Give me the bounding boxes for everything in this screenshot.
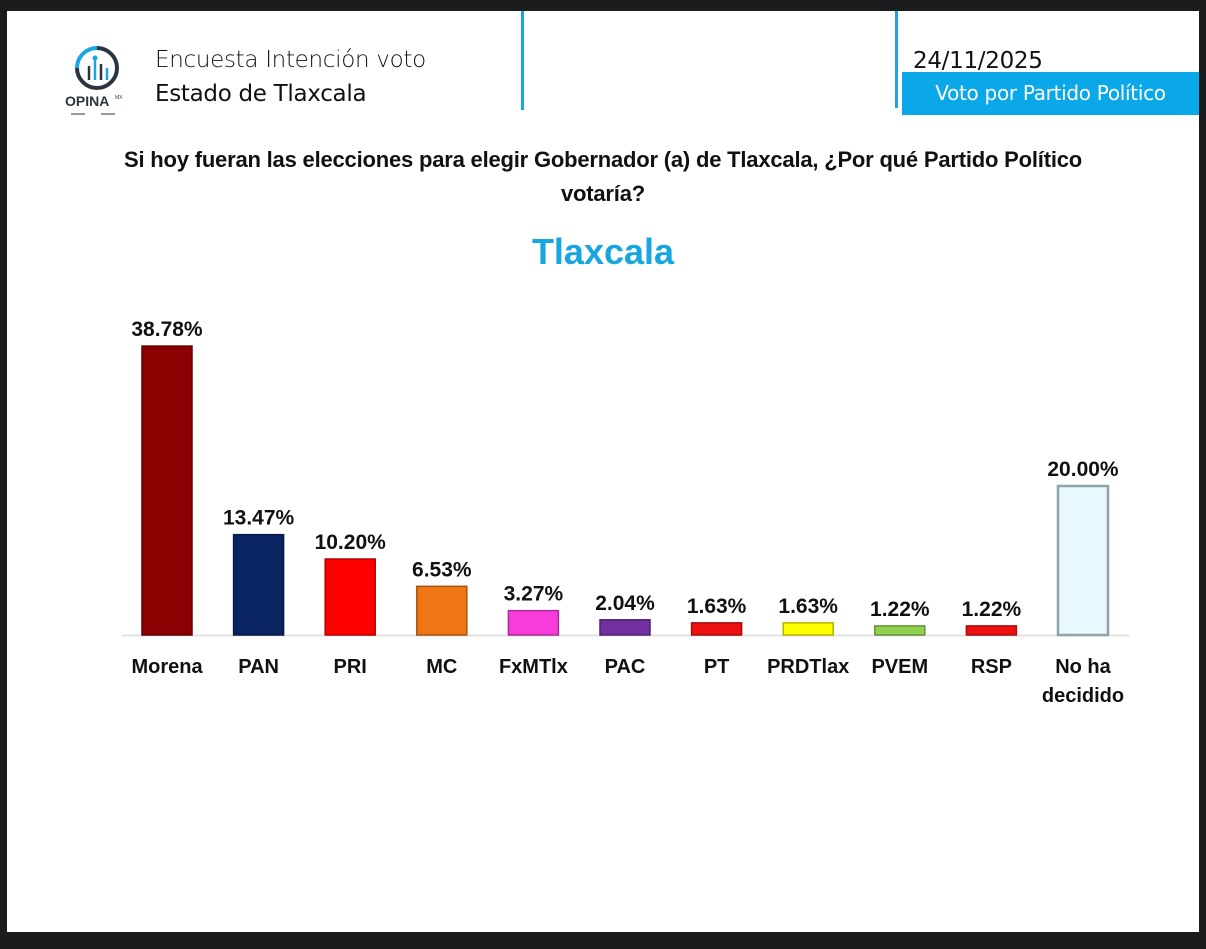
category-label: PAC [605, 656, 646, 678]
category-label: RSP [971, 656, 1012, 678]
bar-pt [690, 622, 743, 636]
category-label: PRI [334, 656, 367, 678]
category-label: MC [426, 656, 457, 678]
value-label: 1.22% [962, 598, 1022, 621]
bar-chart: 38.78% Morena 13.47% PAN 10.20% PRI 6.53% MC 3.2… [122, 318, 1129, 707]
survey-date: 24/11/2025 [913, 48, 1043, 74]
bar-pac [599, 619, 651, 636]
category-label: FxMTlx [499, 656, 568, 678]
survey-state: Estado de Tlaxcala [155, 81, 367, 107]
bar-prdtlax [782, 622, 834, 636]
header-divider-left [521, 11, 524, 110]
value-label: 1.63% [687, 595, 747, 618]
bar-pan [232, 533, 285, 636]
category-label: PVEM [871, 656, 928, 678]
category-label: No ha [1055, 656, 1111, 678]
category-label: PAN [238, 656, 279, 678]
category-label: Morena [131, 656, 203, 678]
logo-chart-icon [75, 46, 119, 90]
bar-mc [416, 585, 468, 636]
logo-wordmark: OPINA [65, 93, 109, 109]
value-label: 38.78% [131, 318, 203, 341]
value-label: 1.63% [778, 595, 838, 618]
value-label: 13.47% [223, 507, 295, 530]
value-label: 3.27% [504, 583, 564, 606]
chart-title: Tlaxcala [531, 231, 675, 272]
survey-question: Si hoy fueran las elecciones para elegir… [123, 147, 1083, 206]
category-label: decidido [1042, 685, 1124, 707]
bar-morena [141, 345, 193, 636]
value-label: 2.04% [595, 592, 655, 615]
bar-fxmtlx [507, 609, 560, 636]
survey-title: Encuesta Intención voto [155, 47, 426, 73]
bar-rsp [965, 625, 1018, 636]
category-label: PRDTlax [767, 656, 849, 678]
value-label: 6.53% [412, 558, 472, 581]
section-badge: Voto por Partido Político [902, 72, 1199, 115]
value-label: 1.22% [870, 598, 930, 621]
bar-pri [324, 558, 376, 636]
header-divider-right [895, 11, 898, 108]
logo-suffix: MX [115, 95, 123, 101]
value-label: 20.00% [1047, 458, 1119, 481]
opina-logo: OPINA MX [65, 46, 123, 115]
slide-page: OPINA MX Encuesta Intención voto Estado … [7, 11, 1199, 932]
bar-no-ha-decidido [1056, 484, 1110, 637]
bar-pvem [874, 625, 926, 636]
value-label: 10.20% [315, 531, 387, 554]
category-label: PT [704, 656, 730, 678]
